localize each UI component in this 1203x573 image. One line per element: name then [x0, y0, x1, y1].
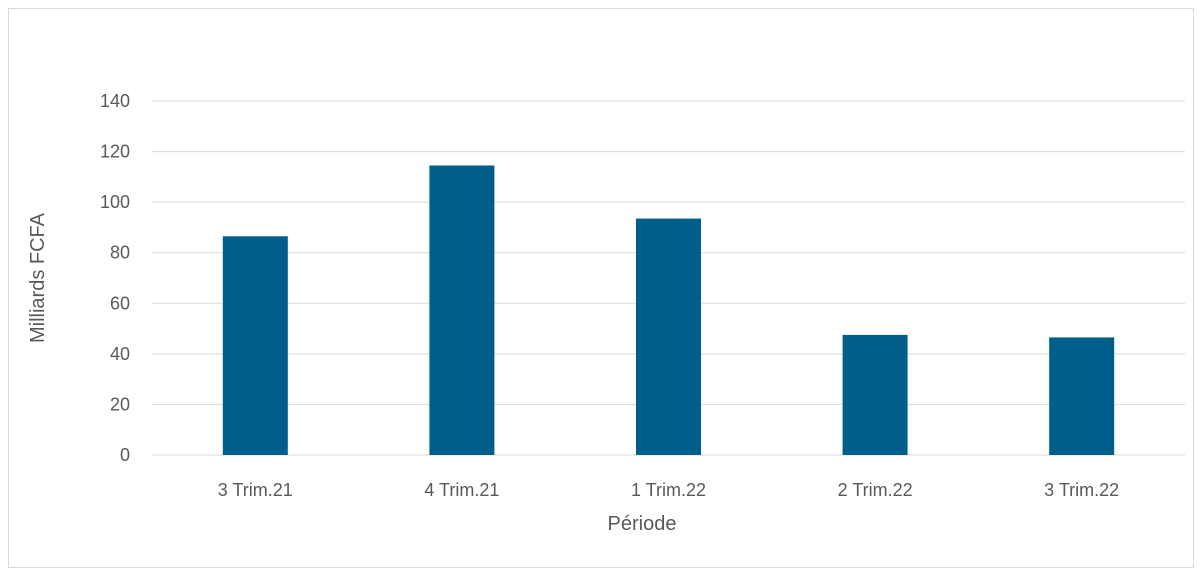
y-tick-label: 120 — [100, 142, 130, 162]
y-tick-labels: 0 20 40 60 80 100 120 140 — [100, 91, 130, 465]
y-tick-label: 0 — [120, 445, 130, 465]
bar — [1049, 337, 1115, 455]
y-axis-title: Milliards FCFA — [27, 212, 49, 343]
y-tick-label: 140 — [100, 91, 130, 111]
x-tick-label: 3 Trim.21 — [218, 480, 293, 500]
bar — [636, 218, 701, 455]
y-tick-label: 100 — [100, 192, 130, 212]
x-tick-label: 2 Trim.22 — [838, 480, 913, 500]
bar — [222, 236, 288, 455]
y-tick-label: 80 — [110, 243, 130, 263]
bar — [429, 165, 495, 455]
bars — [222, 165, 1115, 455]
x-tick-label: 1 Trim.22 — [631, 480, 706, 500]
y-tick-label: 20 — [110, 394, 130, 414]
y-tick-label: 40 — [110, 344, 130, 364]
x-axis-title: Période — [608, 513, 677, 535]
y-tick-label: 60 — [110, 293, 130, 313]
x-tick-labels: 3 Trim.21 4 Trim.21 1 Trim.22 2 Trim.22 3 Tr… — [218, 480, 1119, 500]
bar — [842, 334, 908, 455]
x-tick-label: 4 Trim.21 — [424, 480, 499, 500]
x-tick-label: 3 Trim.22 — [1044, 480, 1119, 500]
